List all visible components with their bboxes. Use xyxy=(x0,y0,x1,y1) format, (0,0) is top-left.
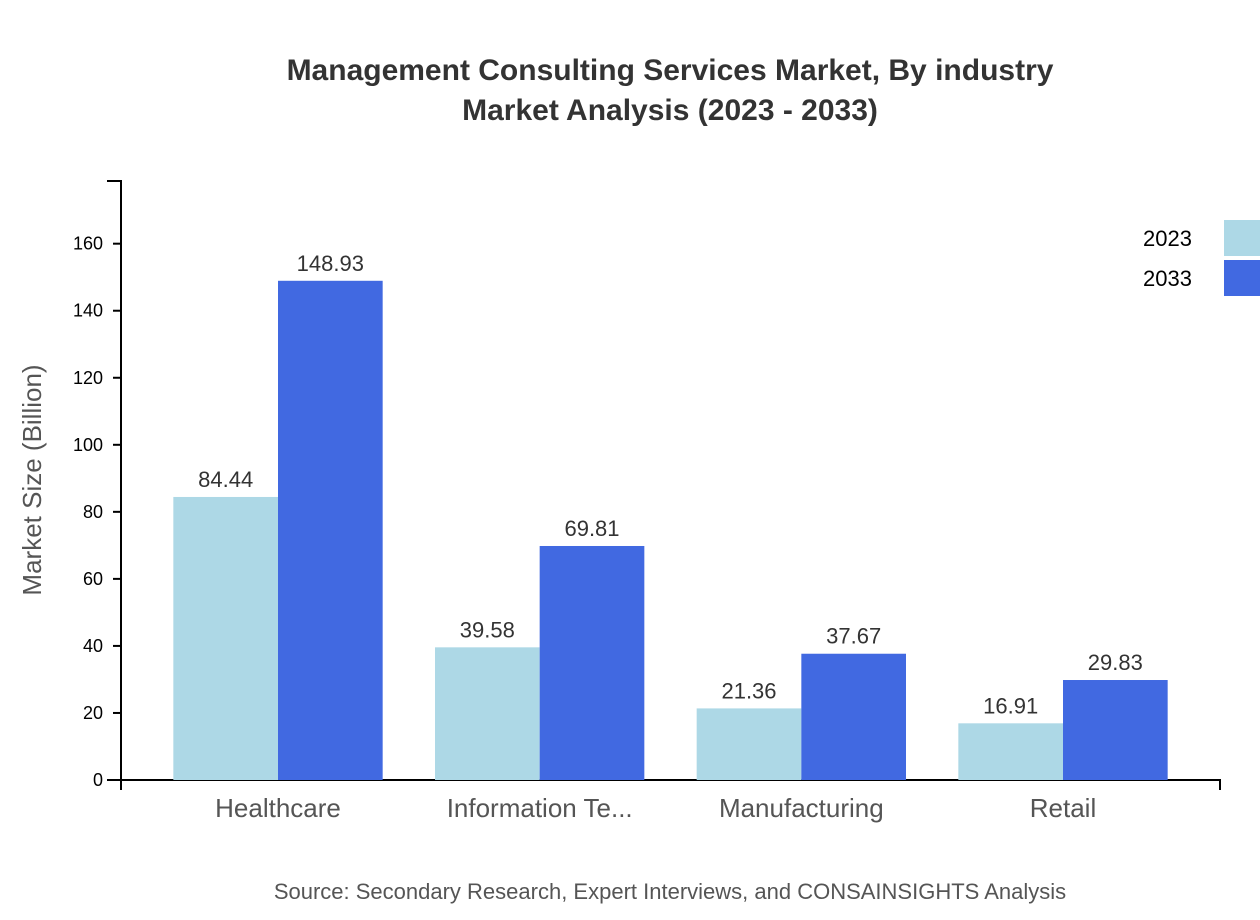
y-tick-label: 100 xyxy=(73,435,103,455)
bar-2023 xyxy=(173,496,278,780)
data-label: 29.83 xyxy=(1088,650,1143,675)
y-tick-label: 140 xyxy=(73,301,103,321)
bar-2033 xyxy=(801,653,906,780)
data-label: 148.93 xyxy=(297,251,364,276)
data-label: 69.81 xyxy=(564,516,619,541)
legend-label: 2023 xyxy=(1143,226,1192,251)
chart-title: Management Consulting Services Market, B… xyxy=(287,54,1054,87)
bar-2023 xyxy=(958,723,1063,780)
y-axis-label: Market Size (Billion) xyxy=(17,364,47,595)
bar-2023 xyxy=(696,708,802,780)
data-label: 21.36 xyxy=(721,678,776,703)
y-axis-line xyxy=(107,180,122,781)
bar-2033 xyxy=(278,280,383,780)
y-tick-label: 40 xyxy=(83,636,103,656)
y-tick-label: 20 xyxy=(83,703,103,723)
bar-2023 xyxy=(435,647,540,780)
source-note: Source: Secondary Research, Expert Inter… xyxy=(274,879,1066,904)
y-tick-label: 160 xyxy=(73,234,103,254)
data-label: 84.44 xyxy=(198,467,253,492)
x-axis-line xyxy=(120,779,1221,790)
legend-swatch-2033 xyxy=(1224,260,1260,296)
y-tick-label: 0 xyxy=(93,770,103,790)
data-label: 37.67 xyxy=(826,624,881,649)
y-tick-label: 120 xyxy=(73,368,103,388)
bar-2033 xyxy=(539,545,645,780)
legend-swatch-2023 xyxy=(1224,220,1260,256)
y-tick-label: 80 xyxy=(83,502,103,522)
x-tick-label: Manufacturing xyxy=(719,793,884,823)
legend-label: 2033 xyxy=(1143,266,1192,291)
bar-2033 xyxy=(1063,680,1168,780)
bars: 84.44 148.93 39.58 69.81 21.36 37.67 16.91 29.8… xyxy=(173,251,1168,780)
data-label: 16.91 xyxy=(983,693,1038,718)
chart-subtitle: Market Analysis (2023 - 2033) xyxy=(462,94,878,127)
x-tick-label: Healthcare xyxy=(215,793,341,823)
y-axis: 0 20 40 60 80 100 120 140 160 xyxy=(73,180,122,790)
y-tick-label: 60 xyxy=(83,569,103,589)
x-tick-label: Information Te... xyxy=(447,793,633,823)
x-tick-label: Retail xyxy=(1030,793,1096,823)
data-label: 39.58 xyxy=(460,617,515,642)
legend: 2023 2033 xyxy=(1143,220,1260,296)
x-axis: Healthcare Information Te... Manufacturing… xyxy=(120,779,1221,823)
